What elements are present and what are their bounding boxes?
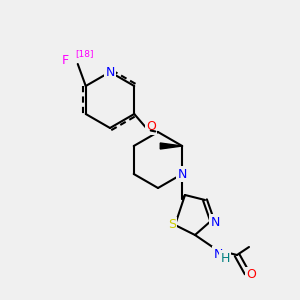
Text: O: O — [146, 121, 156, 134]
Text: H: H — [220, 251, 230, 265]
Text: [18]: [18] — [75, 49, 93, 58]
Text: F: F — [62, 53, 69, 67]
Text: N: N — [213, 248, 223, 260]
Text: N: N — [178, 167, 187, 181]
Polygon shape — [160, 143, 182, 149]
Text: N: N — [105, 65, 115, 79]
Text: O: O — [246, 268, 256, 281]
Polygon shape — [147, 127, 158, 133]
Text: N: N — [210, 215, 220, 229]
Text: S: S — [168, 218, 176, 232]
